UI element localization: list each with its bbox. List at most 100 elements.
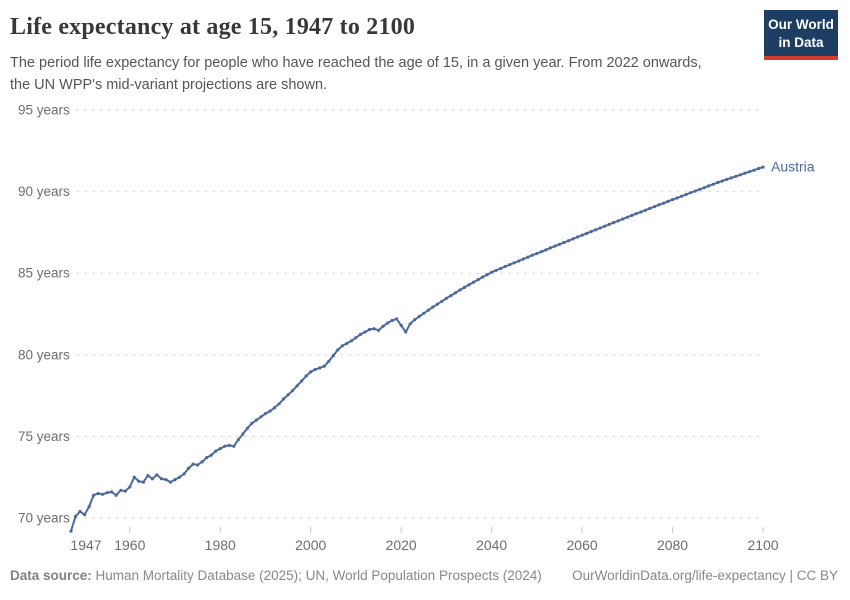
data-point[interactable] (408, 322, 412, 326)
data-point[interactable] (738, 173, 743, 177)
data-point[interactable] (585, 231, 589, 235)
data-point[interactable] (331, 354, 335, 358)
data-point[interactable] (164, 478, 168, 482)
data-point[interactable] (657, 203, 661, 207)
data-point[interactable] (716, 180, 720, 185)
data-point[interactable] (92, 493, 96, 497)
data-point[interactable] (381, 324, 385, 328)
attribution-note[interactable]: OurWorldinData.org/life-expectancy | CC … (572, 568, 838, 583)
data-point[interactable] (177, 475, 182, 479)
data-point[interactable] (462, 285, 467, 289)
data-point[interactable] (336, 348, 340, 352)
data-point[interactable] (399, 323, 403, 327)
data-point[interactable] (761, 165, 765, 169)
data-point[interactable] (698, 187, 702, 191)
data-point[interactable] (259, 415, 263, 419)
data-point[interactable] (322, 364, 326, 368)
data-point[interactable] (435, 302, 439, 306)
data-point[interactable] (458, 288, 462, 292)
data-point[interactable] (327, 359, 331, 363)
data-point[interactable] (476, 278, 480, 282)
data-point[interactable] (453, 291, 457, 295)
data-point[interactable] (544, 248, 548, 252)
data-point[interactable] (137, 479, 141, 483)
data-point[interactable] (232, 444, 236, 448)
data-point[interactable] (562, 240, 566, 245)
data-point[interactable] (78, 509, 82, 514)
data-point[interactable] (263, 412, 268, 416)
data-point[interactable] (128, 485, 132, 489)
data-point[interactable] (756, 167, 761, 171)
data-point[interactable] (580, 233, 584, 237)
data-point[interactable] (444, 296, 448, 300)
data-point[interactable] (598, 226, 602, 230)
data-point[interactable] (594, 228, 598, 232)
data-point[interactable] (752, 168, 756, 172)
data-point[interactable] (218, 447, 222, 451)
data-point[interactable] (300, 379, 304, 383)
data-point[interactable] (612, 221, 616, 225)
data-point[interactable] (503, 264, 507, 269)
data-point[interactable] (205, 456, 209, 460)
data-point[interactable] (295, 384, 299, 388)
data-point[interactable] (377, 328, 381, 332)
data-point[interactable] (87, 505, 91, 509)
data-point[interactable] (372, 327, 376, 331)
data-point[interactable] (187, 466, 191, 470)
data-point[interactable] (241, 432, 245, 436)
data-point[interactable] (675, 196, 679, 200)
data-point[interactable] (340, 344, 344, 348)
data-point[interactable] (349, 339, 353, 343)
data-point[interactable] (196, 463, 200, 467)
data-point[interactable] (553, 244, 557, 248)
data-point[interactable] (114, 493, 118, 497)
data-point[interactable] (214, 449, 218, 453)
data-point[interactable] (209, 453, 213, 457)
data-point[interactable] (431, 305, 435, 309)
data-point[interactable] (345, 341, 349, 345)
data-point[interactable] (490, 270, 494, 274)
data-point[interactable] (426, 308, 430, 312)
data-point[interactable] (286, 393, 290, 397)
data-point[interactable] (603, 224, 607, 228)
data-point[interactable] (530, 253, 534, 257)
data-point[interactable] (141, 480, 145, 484)
data-point[interactable] (693, 189, 697, 193)
data-point[interactable] (318, 366, 322, 370)
data-point[interactable] (277, 402, 281, 406)
data-point[interactable] (517, 259, 521, 263)
data-point[interactable] (245, 426, 249, 430)
data-point[interactable] (539, 250, 544, 254)
data-point[interactable] (268, 409, 272, 413)
data-point[interactable] (621, 217, 625, 221)
data-point[interactable] (304, 374, 308, 378)
data-point[interactable] (69, 529, 73, 533)
data-point[interactable] (743, 171, 747, 175)
data-point[interactable] (223, 444, 227, 448)
data-point[interactable] (467, 283, 471, 287)
data-point[interactable] (354, 336, 358, 340)
data-point[interactable] (689, 191, 693, 195)
data-point[interactable] (168, 480, 173, 484)
data-point[interactable] (571, 237, 575, 241)
data-point[interactable] (643, 208, 648, 212)
data-point[interactable] (725, 177, 729, 181)
data-point[interactable] (625, 215, 629, 219)
data-point[interactable] (512, 261, 516, 265)
data-point[interactable] (535, 251, 539, 256)
data-point[interactable] (449, 294, 453, 298)
data-point[interactable] (521, 257, 525, 261)
data-point[interactable] (634, 212, 639, 216)
data-point[interactable] (485, 273, 489, 277)
data-point[interactable] (227, 443, 231, 447)
data-point[interactable] (123, 489, 127, 493)
data-point[interactable] (711, 182, 715, 186)
data-point[interactable] (734, 174, 738, 178)
data-point[interactable] (440, 299, 444, 303)
data-point[interactable] (282, 397, 286, 401)
data-point[interactable] (200, 460, 204, 464)
data-point[interactable] (680, 194, 684, 198)
line-series-austria[interactable] (70, 166, 764, 533)
data-point[interactable] (616, 219, 620, 223)
data-point[interactable] (395, 317, 399, 321)
